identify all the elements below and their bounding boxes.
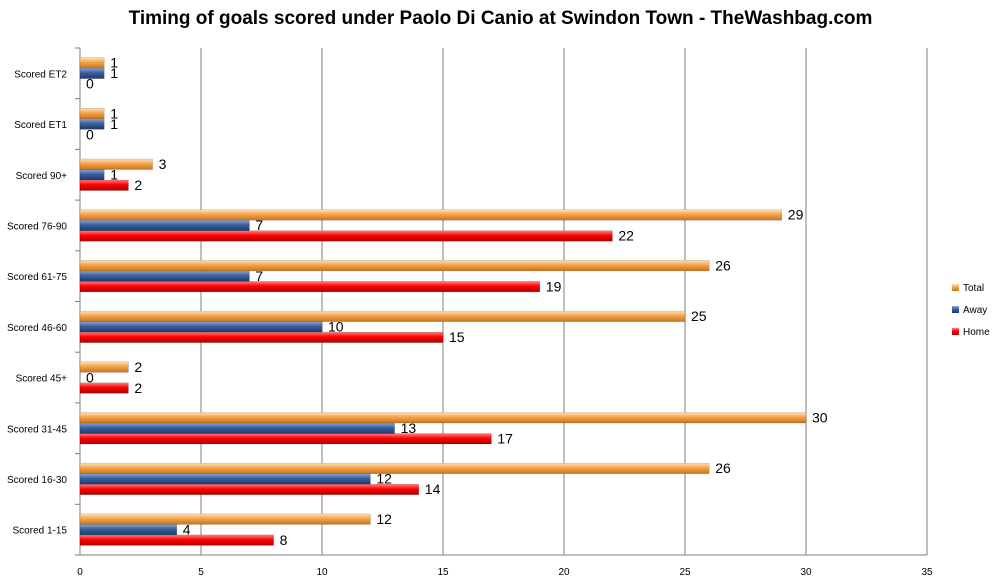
bar-home — [79, 433, 492, 445]
legend-label: Total — [963, 283, 984, 294]
data-label: 19 — [546, 278, 562, 294]
bar-home — [79, 179, 129, 191]
legend-swatch-home — [952, 328, 959, 335]
data-label: 22 — [618, 228, 634, 244]
data-label: 8 — [280, 532, 288, 548]
data-label: 26 — [715, 257, 731, 273]
data-label: 0 — [86, 76, 94, 92]
x-tick-label: 0 — [77, 567, 83, 578]
data-label: 2 — [134, 177, 142, 193]
data-label: 0 — [86, 369, 94, 385]
x-tick-label: 15 — [437, 567, 449, 578]
bar-total — [79, 158, 153, 170]
chart-title: Timing of goals scored under Paolo Di Ca… — [128, 8, 873, 29]
data-label: 1 — [110, 167, 118, 183]
data-label: 2 — [134, 380, 142, 396]
bar-home — [79, 483, 420, 495]
bar-away — [79, 270, 250, 282]
data-label: 30 — [812, 410, 828, 426]
bar-total — [79, 513, 371, 525]
x-tick-label: 5 — [198, 567, 204, 578]
data-label: 1 — [110, 105, 118, 121]
bar-away — [79, 422, 395, 434]
legend-label: Home — [963, 327, 990, 338]
data-label: 0 — [86, 126, 94, 142]
legend-label: Away — [963, 305, 987, 316]
category-label: Scored ET2 — [14, 69, 67, 80]
bar-away — [79, 321, 323, 333]
bar-total — [79, 310, 686, 322]
legend-swatch-away — [952, 306, 959, 313]
data-label: 13 — [401, 420, 417, 436]
bars — [79, 57, 807, 546]
data-label: 12 — [376, 471, 392, 487]
data-label: 15 — [449, 329, 465, 345]
data-label: 4 — [183, 521, 191, 537]
data-label: 12 — [376, 511, 392, 527]
data-label: 1 — [110, 116, 118, 132]
bar-home — [79, 281, 541, 293]
bar-away — [79, 219, 250, 231]
bar-away — [79, 169, 105, 181]
bar-away — [79, 524, 178, 536]
data-label: 2 — [134, 359, 142, 375]
x-tick-label: 20 — [558, 567, 570, 578]
data-label: 29 — [788, 207, 804, 223]
category-label: Scored 1-15 — [13, 526, 68, 537]
legend-swatch-total — [952, 284, 959, 291]
x-tick-label: 30 — [800, 567, 812, 578]
bar-total — [79, 57, 105, 69]
legend: Total Away Home — [952, 283, 990, 338]
bar-home — [79, 534, 274, 546]
category-label: Scored 16-30 — [7, 475, 67, 486]
data-label: 26 — [715, 460, 731, 476]
bar-total — [79, 108, 105, 120]
bar-total — [79, 209, 783, 221]
data-label: 7 — [255, 217, 263, 233]
category-label: Scored 45+ — [16, 374, 68, 385]
bar-home — [79, 331, 444, 343]
bar-total — [79, 412, 807, 424]
data-label: 1 — [110, 65, 118, 81]
bar-away — [79, 473, 371, 485]
x-tick-label: 35 — [921, 567, 933, 578]
data-label: 14 — [425, 481, 441, 497]
data-label: 10 — [328, 319, 344, 335]
bar-home — [79, 230, 613, 242]
data-label: 3 — [159, 156, 167, 172]
category-label: Scored 90+ — [16, 171, 68, 182]
x-tick-label: 25 — [679, 567, 691, 578]
data-label: 7 — [255, 268, 263, 284]
category-label: Scored 61-75 — [7, 272, 67, 283]
category-label: Scored 31-45 — [7, 424, 67, 435]
data-label: 1 — [110, 55, 118, 71]
category-label: Scored ET1 — [14, 120, 67, 131]
bar-home — [79, 382, 129, 394]
data-label: 25 — [691, 308, 707, 324]
bar-total — [79, 260, 710, 272]
x-tick-label: 10 — [316, 567, 328, 578]
bar-total — [79, 462, 710, 474]
category-label: Scored 46-60 — [7, 323, 67, 334]
bar-total — [79, 361, 129, 373]
category-label: Scored 76-90 — [7, 221, 67, 232]
data-label: 17 — [497, 431, 513, 447]
